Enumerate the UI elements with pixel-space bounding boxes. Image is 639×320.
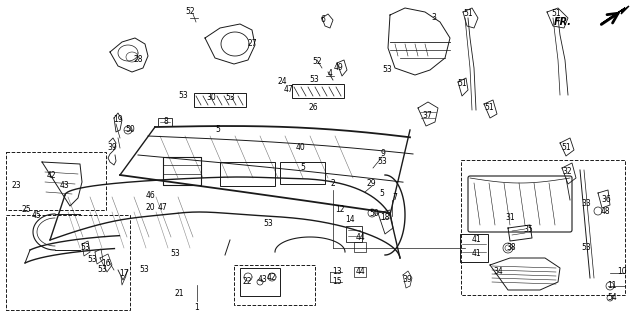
Text: 40: 40: [295, 143, 305, 153]
Bar: [6, 152, 106, 210]
Text: 49: 49: [334, 62, 344, 71]
Text: 44: 44: [355, 234, 365, 243]
Text: FR.: FR.: [554, 17, 572, 27]
Text: 43: 43: [59, 181, 69, 190]
Text: 5: 5: [300, 164, 305, 172]
Text: 25: 25: [21, 205, 31, 214]
Text: 39: 39: [402, 276, 412, 284]
Text: 53: 53: [97, 266, 107, 275]
Text: 44: 44: [355, 268, 365, 276]
Text: 8: 8: [164, 116, 168, 125]
Text: 10: 10: [617, 268, 627, 276]
Text: 26: 26: [308, 102, 318, 111]
Text: 24: 24: [277, 77, 287, 86]
Text: 53: 53: [225, 92, 235, 101]
Text: 6: 6: [321, 15, 325, 25]
Text: 53: 53: [87, 255, 97, 265]
Text: 53: 53: [80, 244, 90, 252]
Bar: [280, 162, 325, 184]
Text: 19: 19: [113, 116, 123, 124]
Text: 34: 34: [493, 268, 503, 276]
Text: 17: 17: [119, 269, 129, 278]
Bar: [354, 267, 366, 277]
Text: 27: 27: [247, 39, 257, 49]
Text: 3: 3: [431, 13, 436, 22]
Text: 53: 53: [377, 157, 387, 166]
Text: 51: 51: [484, 103, 494, 113]
Text: 42: 42: [46, 171, 56, 180]
Text: 41: 41: [471, 236, 481, 244]
Bar: [292, 84, 344, 98]
Text: 5: 5: [380, 189, 385, 198]
Bar: [6, 215, 130, 310]
Bar: [240, 268, 280, 296]
Text: 23: 23: [12, 180, 21, 189]
Text: 53: 53: [263, 220, 273, 228]
Bar: [460, 234, 488, 262]
Text: 52: 52: [312, 58, 322, 67]
Text: 47: 47: [158, 204, 168, 212]
Text: 14: 14: [345, 215, 355, 225]
Bar: [194, 93, 246, 107]
Text: 51: 51: [463, 10, 473, 19]
Bar: [220, 162, 275, 186]
Text: 29: 29: [366, 179, 376, 188]
Text: 20: 20: [145, 204, 155, 212]
Text: 5: 5: [215, 125, 220, 134]
Text: 53: 53: [581, 244, 591, 252]
Text: 54: 54: [607, 293, 617, 302]
Text: 1: 1: [195, 303, 199, 313]
Text: 41: 41: [471, 250, 481, 259]
Text: 11: 11: [607, 282, 617, 291]
Text: 32: 32: [562, 166, 572, 175]
Bar: [354, 242, 366, 252]
Text: 21: 21: [174, 289, 184, 298]
Bar: [346, 226, 362, 242]
Text: 53: 53: [178, 91, 188, 100]
Text: 53: 53: [139, 266, 149, 275]
Text: 53: 53: [170, 249, 180, 258]
Text: 2: 2: [330, 179, 335, 188]
Text: 4: 4: [328, 68, 332, 77]
Bar: [158, 118, 172, 126]
Text: 46: 46: [145, 191, 155, 201]
Text: 16: 16: [101, 259, 111, 268]
Text: 42: 42: [266, 274, 276, 283]
Text: 15: 15: [332, 277, 342, 286]
Text: 35: 35: [523, 225, 533, 234]
Text: 48: 48: [600, 206, 610, 215]
Text: 28: 28: [134, 55, 142, 65]
Text: 13: 13: [332, 268, 342, 276]
Bar: [234, 265, 315, 305]
Text: 51: 51: [561, 142, 571, 151]
Text: 30: 30: [206, 93, 216, 102]
Text: 51: 51: [551, 10, 561, 19]
Text: 12: 12: [335, 205, 345, 214]
Bar: [461, 160, 625, 295]
Text: 47: 47: [284, 84, 294, 93]
Bar: [163, 157, 201, 185]
Polygon shape: [601, 6, 629, 24]
Text: 50: 50: [369, 209, 379, 218]
Text: 9: 9: [381, 149, 385, 158]
Text: 39: 39: [107, 143, 117, 153]
Text: 36: 36: [601, 195, 611, 204]
Text: 33: 33: [581, 199, 591, 209]
Text: 7: 7: [392, 193, 397, 202]
Text: 18: 18: [380, 213, 390, 222]
Text: 37: 37: [422, 111, 432, 121]
Text: 50: 50: [125, 125, 135, 134]
Text: 22: 22: [242, 276, 252, 285]
Text: 53: 53: [309, 76, 319, 84]
Text: 31: 31: [505, 213, 515, 222]
Text: 38: 38: [506, 244, 516, 252]
Text: 51: 51: [457, 79, 467, 89]
Text: 52: 52: [185, 7, 195, 17]
Text: 45: 45: [31, 212, 41, 220]
Text: 43: 43: [257, 276, 267, 284]
Text: 53: 53: [382, 65, 392, 74]
